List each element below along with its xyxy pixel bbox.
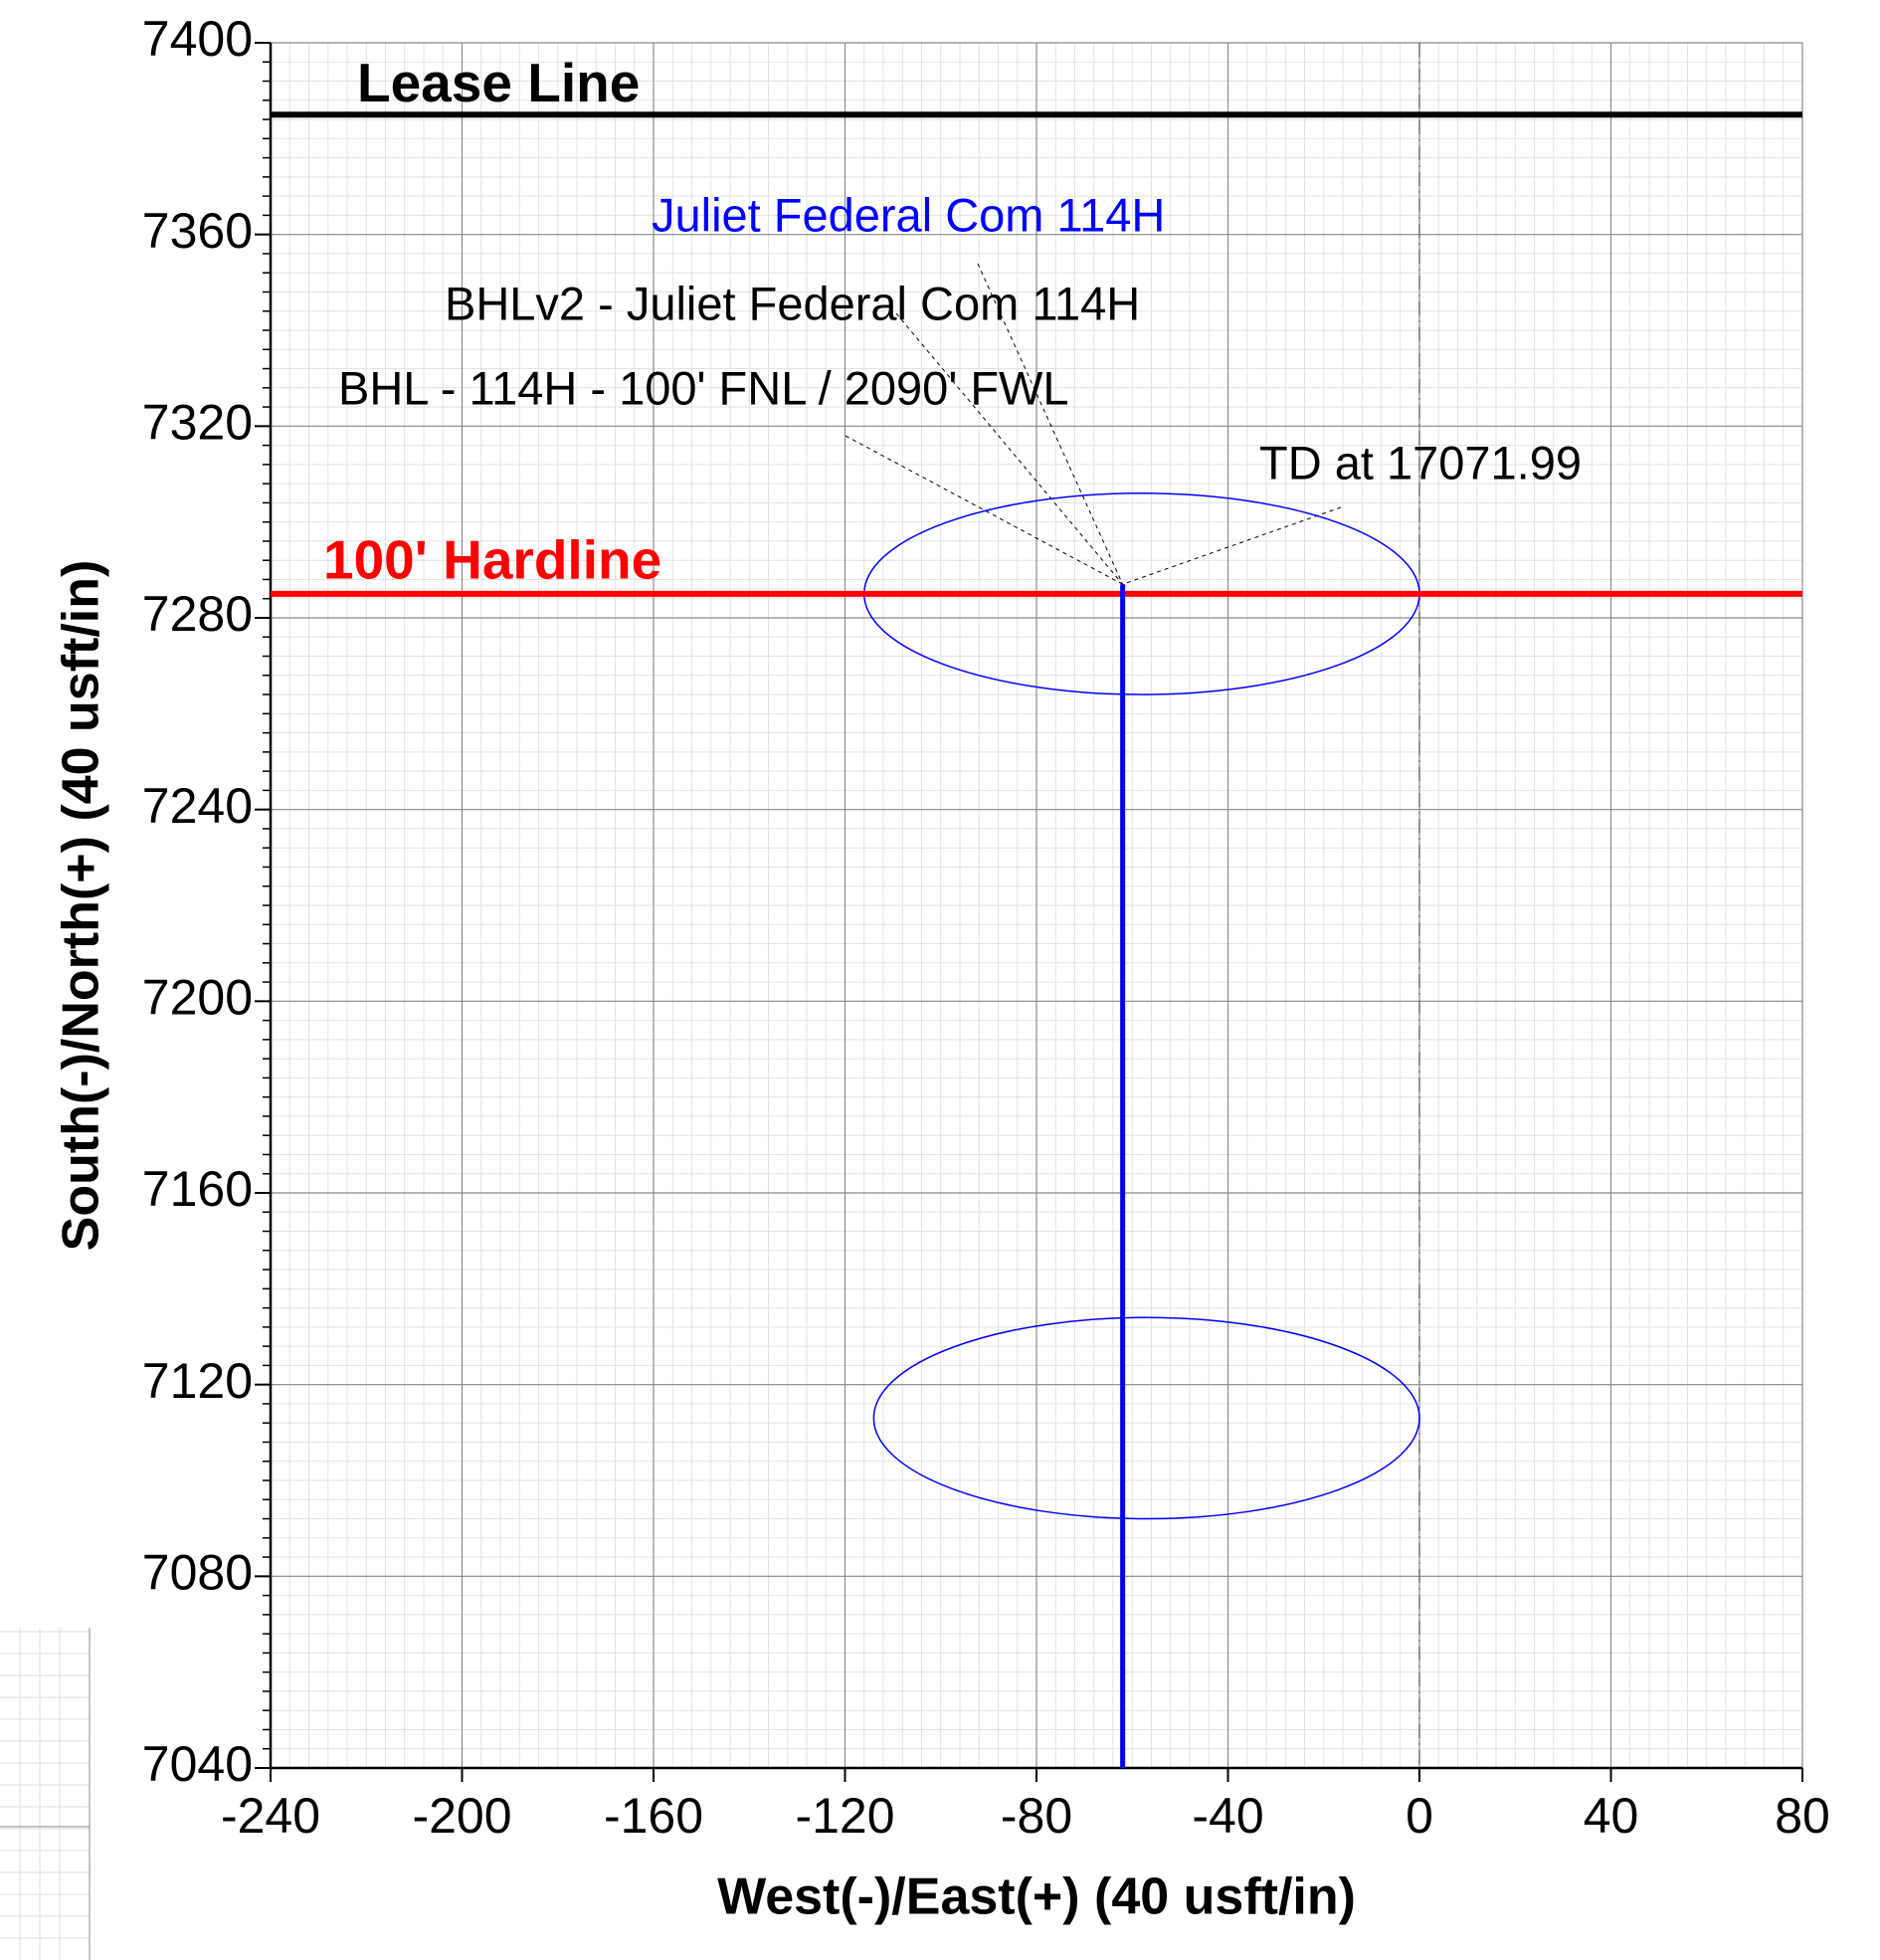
y-tick-label: 7240: [142, 778, 253, 834]
y-axis-label: South(-)/North(+) (40 usft/in): [53, 560, 110, 1252]
y-tick-label: 7080: [142, 1545, 253, 1601]
x-tick-label: -200: [412, 1788, 511, 1844]
x-tick-label: 80: [1775, 1788, 1830, 1844]
boundary-label: 100' Hardline: [323, 528, 661, 590]
x-tick-label: -120: [795, 1788, 894, 1844]
leader-line: [1122, 506, 1342, 585]
leader-line: [895, 312, 1124, 585]
uncertainty-ellipse: [872, 1316, 1420, 1520]
leader-line: [845, 435, 1123, 585]
annotation: BHLv2 - Juliet Federal Com 114H: [445, 277, 1140, 329]
x-tick-label: -160: [604, 1788, 703, 1844]
annotation: Juliet Federal Com 114H: [652, 188, 1165, 241]
x-tick-label: 40: [1584, 1788, 1639, 1844]
y-tick-label: 7320: [142, 395, 253, 451]
y-tick-label: 7040: [142, 1736, 253, 1792]
annotation: BHL - 114H - 100' FNL / 2090' FWL: [338, 361, 1069, 414]
y-tick-label: 7120: [142, 1353, 253, 1409]
annotation: TD at 17071.99: [1259, 436, 1582, 489]
y-tick-label: 7200: [142, 970, 253, 1026]
y-tick-label: 7280: [142, 586, 253, 642]
x-tick-label: 0: [1406, 1788, 1433, 1844]
x-tick-label: -240: [221, 1788, 320, 1844]
x-tick-label: -80: [1001, 1788, 1072, 1844]
y-tick-label: 7160: [142, 1161, 253, 1217]
corner-grid-fragment: [0, 1628, 91, 1960]
boundary-label: Lease Line: [357, 52, 640, 113]
leader-line: [977, 263, 1124, 585]
x-tick-label: -40: [1192, 1788, 1263, 1844]
y-tick-label: 7400: [142, 11, 253, 67]
x-axis-label: West(-)/East(+) (40 usft/in): [717, 1868, 1356, 1926]
y-tick-label: 7360: [142, 203, 253, 259]
